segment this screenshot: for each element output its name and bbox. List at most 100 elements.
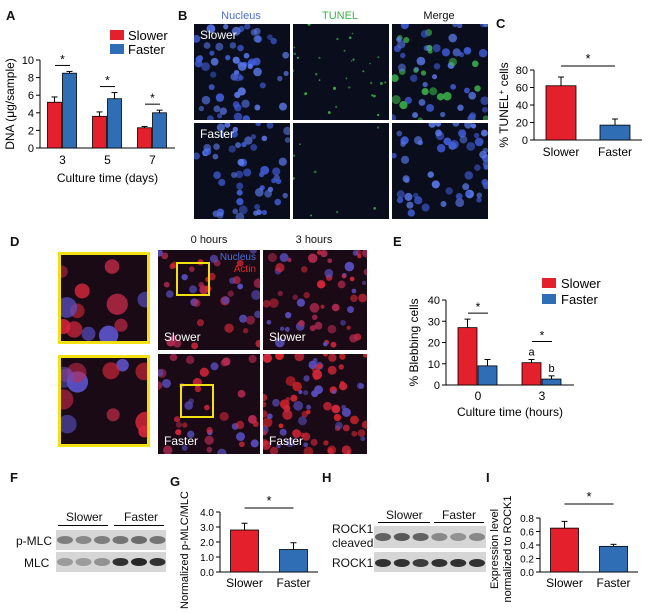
cell <box>348 86 351 89</box>
cell <box>292 429 301 438</box>
cell <box>210 57 219 66</box>
cell <box>217 113 223 119</box>
y-tick-label: 4.0 <box>200 508 214 519</box>
cell <box>194 34 201 43</box>
y-tick-label: 20 <box>516 118 528 130</box>
blot-h-bands <box>375 533 485 567</box>
micrograph-b-slower-merge <box>392 24 488 120</box>
cell <box>414 196 423 205</box>
cell <box>404 96 412 105</box>
micrograph-row-label: Slower <box>269 330 306 344</box>
y-tick-label: 0.8 <box>520 514 534 525</box>
panel-label-f: F <box>10 470 18 485</box>
cell <box>263 354 273 363</box>
cell <box>418 99 426 106</box>
cell <box>217 448 227 454</box>
cell <box>297 416 307 426</box>
cell <box>294 354 305 362</box>
cell <box>348 36 352 40</box>
blot-h-band-label-cleaved: ROCK1- cleaved <box>332 522 377 550</box>
blot-band <box>375 559 391 567</box>
panel-label-i: I <box>486 470 490 485</box>
cell <box>330 341 337 348</box>
blot-band <box>450 559 467 567</box>
cell <box>66 321 83 338</box>
cell <box>272 167 281 176</box>
cell <box>324 268 334 278</box>
cell <box>465 191 471 197</box>
blot-band <box>149 558 166 566</box>
cell <box>360 436 366 442</box>
y-tick-label: 0 <box>434 380 440 392</box>
cell <box>285 438 295 448</box>
cell <box>311 314 318 321</box>
cell <box>400 52 406 59</box>
cell <box>455 198 465 208</box>
x-tick-label: 0 <box>475 389 482 403</box>
cell <box>300 432 305 438</box>
cell <box>293 46 296 49</box>
cell <box>228 145 236 153</box>
cell <box>304 92 308 95</box>
cell <box>373 207 376 210</box>
cell <box>448 33 458 43</box>
cell <box>165 290 174 298</box>
bar-faster <box>107 98 122 149</box>
cell <box>352 58 355 61</box>
micrograph-row-label: Faster <box>269 434 304 448</box>
cell <box>219 411 229 422</box>
cell <box>238 205 248 215</box>
cell <box>293 177 295 180</box>
blot-f-strip-pmlc <box>56 530 166 550</box>
cell <box>170 261 178 269</box>
cell <box>392 114 397 120</box>
cell <box>293 401 304 411</box>
bar-faster <box>152 112 167 149</box>
blot-band <box>375 533 391 541</box>
cell <box>236 182 244 190</box>
cell <box>361 420 367 429</box>
blot-f-group-faster: Faster <box>124 510 159 524</box>
x-tick-label: Slower <box>546 576 583 590</box>
cell <box>276 444 281 449</box>
cell <box>448 57 458 67</box>
cell <box>412 112 419 119</box>
cell <box>476 197 482 203</box>
cell <box>311 390 319 398</box>
y-tick-label: 80 <box>516 65 528 77</box>
cell <box>433 63 441 70</box>
blot-band <box>94 558 110 566</box>
cell-texture <box>194 123 290 219</box>
blot-h-band-label-rock1: ROCK1 <box>332 556 374 570</box>
cell <box>323 401 332 411</box>
blot-band <box>412 559 429 567</box>
cell <box>106 293 128 315</box>
cell <box>313 375 319 381</box>
cell <box>61 389 74 410</box>
blot-band <box>393 559 410 567</box>
y-tick-label: 30 <box>428 316 440 328</box>
micrograph-b-slower-tunel <box>293 24 389 120</box>
x-tick-label: 7 <box>149 153 156 167</box>
cell <box>227 290 234 297</box>
cell <box>480 129 488 137</box>
cell <box>263 417 273 428</box>
cell <box>452 123 460 127</box>
cell <box>74 283 90 299</box>
cell <box>254 310 260 318</box>
letter-annotation: a <box>528 347 535 359</box>
cell <box>306 404 312 410</box>
blot-h-strip-rock1 <box>374 552 486 572</box>
cell <box>432 44 441 53</box>
panel-label-c: C <box>496 16 506 31</box>
significance-star: * <box>585 51 590 66</box>
cell <box>282 409 293 420</box>
blot-f-group-line <box>58 525 108 526</box>
cell <box>482 115 488 120</box>
cell <box>474 164 481 171</box>
cell <box>308 360 317 370</box>
cell-texture <box>392 24 488 120</box>
cell <box>175 421 183 428</box>
micrograph-d-slower-0h: Nucleus Actin Slower <box>158 250 260 350</box>
blot-band <box>431 559 448 567</box>
